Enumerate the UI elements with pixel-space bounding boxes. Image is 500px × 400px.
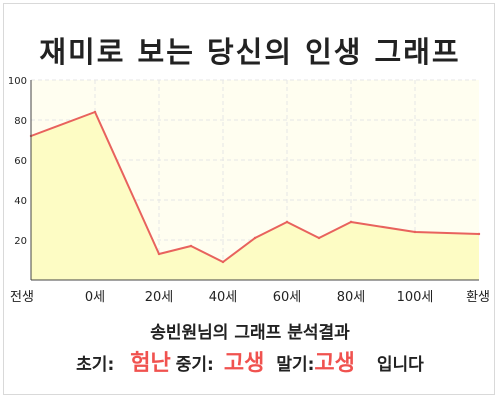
x-tick-label-3: 40세 bbox=[209, 290, 238, 305]
data-point-5 bbox=[253, 236, 257, 240]
data-point-1 bbox=[93, 110, 97, 114]
mid-label: 중기: bbox=[175, 355, 214, 375]
late-label: 말기: bbox=[276, 355, 315, 375]
mid-value: 고생 bbox=[223, 351, 265, 376]
x-tick-label-5: 80세 bbox=[337, 290, 366, 305]
y-tick-label-80: 80 bbox=[14, 116, 27, 127]
chart-title: 재미로 보는 당신의 인생 그래프 bbox=[39, 35, 461, 69]
data-point-6 bbox=[285, 220, 289, 224]
analysis-summary: 초기: 험난 중기: 고생 말기:고생 입니다 bbox=[0, 345, 500, 377]
y-tick-label-60: 60 bbox=[14, 156, 27, 167]
early-label: 초기: bbox=[76, 355, 115, 375]
y-tick-label-40: 40 bbox=[14, 196, 27, 207]
early-value: 험난 bbox=[130, 351, 171, 376]
series-area bbox=[31, 112, 479, 280]
x-tick-label-7: 환생 bbox=[466, 290, 490, 305]
y-tick-label-100: 100 bbox=[8, 76, 27, 87]
x-tick-label-4: 60세 bbox=[273, 290, 302, 305]
x-tick-label-2: 20세 bbox=[145, 290, 174, 305]
data-point-3 bbox=[189, 244, 193, 248]
data-point-9 bbox=[413, 230, 417, 234]
data-point-10 bbox=[477, 232, 481, 236]
late-value: 고생 bbox=[314, 351, 355, 376]
x-tick-label-1: 0세 bbox=[85, 290, 105, 305]
data-point-8 bbox=[349, 220, 353, 224]
card-frame bbox=[3, 3, 495, 395]
data-point-4 bbox=[221, 260, 225, 264]
x-tick-label-6: 100세 bbox=[397, 290, 434, 305]
data-point-7 bbox=[317, 236, 321, 240]
y-tick-label-20: 20 bbox=[14, 236, 27, 247]
x-tick-label-0: 전생 bbox=[10, 290, 34, 305]
ending-text: 입니다 bbox=[376, 355, 424, 375]
data-point-2 bbox=[157, 252, 161, 256]
analysis-subtitle: 송빈원님의 그래프 분석결과 bbox=[150, 323, 350, 343]
